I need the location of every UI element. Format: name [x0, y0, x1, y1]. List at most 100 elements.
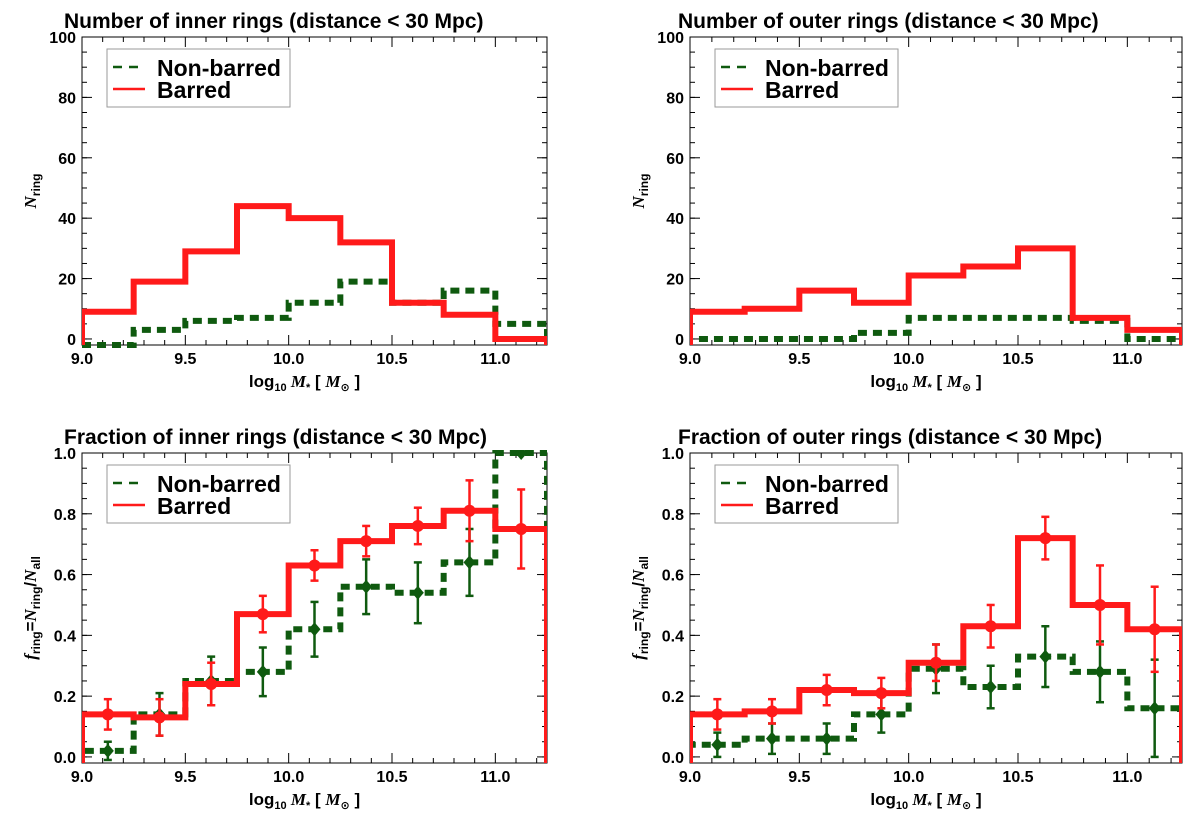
x-label-part: [: [310, 790, 325, 809]
x-tick-label: 10.5: [376, 769, 407, 786]
y-label-part: N: [21, 609, 40, 623]
x-tick-label: 11.0: [480, 351, 510, 368]
x-tick-label: 9.0: [71, 351, 93, 368]
x-label-part: M: [946, 790, 963, 809]
panel-4: Fraction of outer rings (distance < 30 M…: [629, 426, 1183, 812]
nonbarred-point: [1094, 664, 1106, 679]
legend-label: Barred: [157, 77, 231, 103]
x-label-part: M: [324, 790, 341, 809]
y-label-part: N: [629, 569, 648, 583]
x-axis-label: log10 M* [ M⊙ ]: [870, 372, 981, 394]
plot-area: [82, 450, 547, 763]
x-tick-label: 10.0: [893, 351, 924, 368]
panel-2: Number of outer rings (distance < 30 Mpc…: [629, 10, 1183, 394]
x-tick-label: 10.0: [893, 769, 924, 786]
panels: Number of inner rings (distance < 30 Mpc…: [21, 10, 1183, 812]
x-label-part: *: [306, 382, 311, 394]
x-tick-label: 9.5: [174, 351, 196, 368]
y-tick-label: 40: [666, 211, 684, 228]
x-tick-label: 9.0: [679, 351, 701, 368]
nonbarred-step-line: [690, 653, 1182, 763]
nonbarred-step-line: [690, 314, 1182, 345]
y-label-part: ring: [29, 174, 43, 197]
y-tick-label: 1.0: [662, 446, 684, 463]
legend-label: Non-barred: [157, 55, 281, 81]
y-tick-label: 0.6: [54, 568, 76, 585]
nonbarred-point: [101, 743, 114, 758]
x-axis-label: log10 M* [ M⊙ ]: [249, 372, 360, 394]
x-label-part: M: [908, 372, 928, 391]
y-label-part: /: [21, 582, 40, 587]
x-label-part: *: [306, 800, 311, 812]
y-tick-label: 1.0: [54, 446, 76, 463]
legend-label: Barred: [765, 493, 839, 519]
barred-step-line: [82, 203, 547, 345]
y-label-part: N: [21, 569, 40, 583]
barred-point: [711, 708, 724, 721]
nonbarred-point: [360, 579, 373, 594]
y-axis-label: Nring: [21, 174, 43, 210]
x-label-part: ]: [350, 372, 360, 391]
nonbarred-step-line: [82, 278, 547, 348]
barred-step-line: [690, 245, 1182, 345]
y-tick-label: 100: [657, 30, 684, 47]
y-tick-label: 40: [58, 211, 76, 228]
legend-label: Non-barred: [765, 471, 889, 497]
y-tick-label: 0: [675, 332, 684, 349]
nonbarred-point: [463, 555, 476, 570]
x-tick-label: 9.5: [788, 769, 810, 786]
y-axis-label: Nring: [629, 174, 651, 210]
y-label-part: f: [629, 652, 648, 660]
y-tick-label: 0.4: [54, 628, 76, 645]
y-tick-label: 0.0: [54, 750, 76, 767]
chart-title: Number of outer rings (distance < 30 Mpc…: [678, 10, 1099, 33]
x-tick-label: 10.5: [1002, 351, 1033, 368]
nonbarred-point: [411, 585, 424, 600]
y-tick-label: 0.8: [54, 507, 76, 524]
x-tick-label: 10.5: [1002, 769, 1033, 786]
plot-area: [690, 515, 1182, 763]
y-tick-label: 20: [58, 272, 76, 289]
x-label-part: 10: [896, 382, 908, 394]
barred-point: [360, 535, 373, 548]
y-tick-label: 0.0: [662, 750, 684, 767]
y-axis-label: fring=Nring/Nall: [629, 556, 651, 660]
nonbarred-point: [1148, 701, 1161, 716]
legend-box: [714, 464, 899, 524]
y-tick-label: 0.2: [54, 689, 76, 706]
legend-box: [106, 464, 291, 524]
barred-point: [984, 620, 997, 633]
x-label-part: *: [928, 382, 933, 394]
nonbarred-point: [820, 731, 833, 746]
legend-label: Non-barred: [157, 471, 281, 497]
x-label-part: log: [249, 790, 275, 809]
barred-point: [1039, 532, 1052, 545]
y-label-part: ring: [29, 587, 43, 610]
chart-title: Fraction of outer rings (distance < 30 M…: [678, 426, 1102, 449]
barred-point: [515, 522, 528, 535]
nonbarred-point: [308, 622, 321, 637]
y-label-part: all: [29, 556, 43, 569]
x-tick-label: 10.0: [273, 351, 304, 368]
y-label-part: ring: [637, 174, 651, 197]
y-label-part: N: [629, 195, 648, 209]
barred-point: [930, 656, 942, 669]
x-tick-label: 11.0: [1112, 351, 1142, 368]
axes-frame: [81, 36, 548, 346]
panel-3: Fraction of inner rings (distance < 30 M…: [21, 426, 548, 812]
x-label-part: ⊙: [341, 382, 350, 394]
x-label-part: ⊙: [962, 382, 971, 394]
legend-label: Barred: [765, 77, 839, 103]
chart-title: Fraction of inner rings (distance < 30 M…: [64, 426, 487, 449]
y-label-part: f: [21, 652, 40, 660]
nonbarred-point: [1039, 649, 1052, 664]
x-label-part: log: [249, 372, 275, 391]
x-tick-label: 11.0: [1112, 769, 1142, 786]
legend-box: [714, 48, 899, 108]
legend-box: [106, 48, 291, 108]
y-label-part: =: [21, 621, 40, 631]
x-label-part: M: [287, 790, 307, 809]
barred-point: [766, 705, 778, 718]
y-tick-label: 0: [67, 332, 76, 349]
